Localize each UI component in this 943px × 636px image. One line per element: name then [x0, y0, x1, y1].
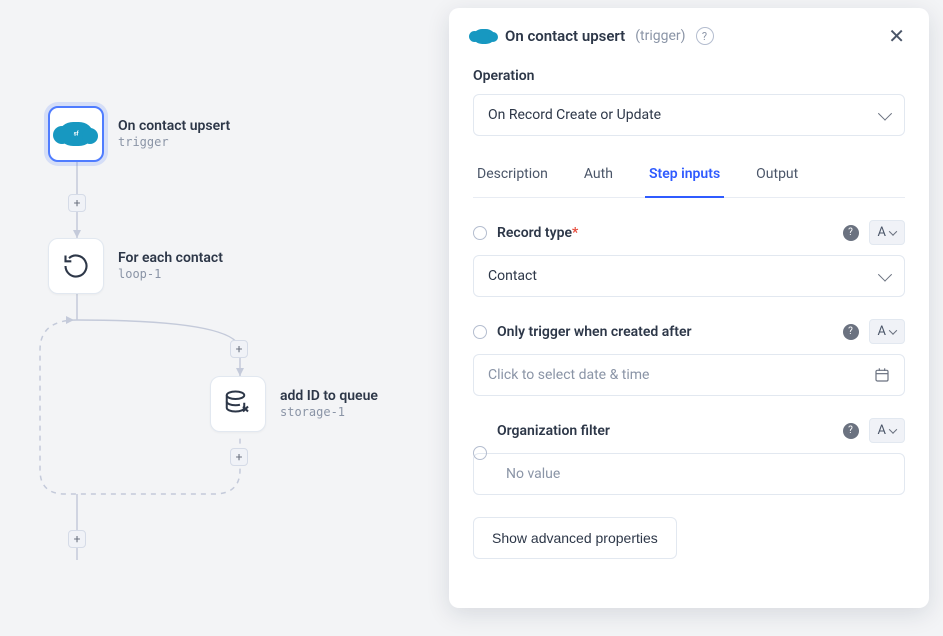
- date-placeholder: Click to select date & time: [488, 367, 649, 383]
- salesforce-icon: sf: [48, 106, 104, 162]
- node-label-group: For each contact loop-1: [118, 249, 223, 283]
- panel-header: On contact upsert (trigger) ? ✕: [449, 8, 929, 60]
- operation-select[interactable]: On Record Create or Update: [473, 94, 905, 136]
- record-type-select[interactable]: Contact: [473, 255, 905, 297]
- workflow-node-trigger[interactable]: sf On contact upsert trigger: [48, 106, 230, 162]
- salesforce-icon: [473, 29, 495, 44]
- storage-icon: [210, 376, 266, 432]
- panel-type-label: (trigger): [635, 28, 685, 44]
- operation-value: On Record Create or Update: [488, 107, 661, 123]
- chevron-down-icon: [889, 425, 897, 433]
- chevron-down-icon: [889, 227, 897, 235]
- type-toggle[interactable]: A: [869, 319, 905, 344]
- field-label: Only trigger when created after: [497, 324, 833, 340]
- node-label-group: add ID to queue storage-1: [280, 387, 378, 421]
- node-label-group: On contact upsert trigger: [118, 117, 230, 151]
- type-toggle[interactable]: A: [869, 220, 905, 245]
- record-type-value: Contact: [488, 268, 537, 284]
- step-config-panel: On contact upsert (trigger) ? ✕ Operatio…: [449, 8, 929, 608]
- tab-output[interactable]: Output: [752, 156, 802, 198]
- field-record-type: Record type* ? A Contact: [473, 220, 905, 297]
- node-subtitle: loop-1: [118, 267, 223, 283]
- help-icon[interactable]: ?: [696, 27, 714, 45]
- tab-bar: Description Auth Step inputs Output: [473, 156, 905, 198]
- field-radio[interactable]: [473, 446, 487, 460]
- chevron-down-icon: [878, 268, 892, 282]
- tab-step-inputs[interactable]: Step inputs: [645, 156, 724, 198]
- help-icon[interactable]: ?: [843, 324, 859, 340]
- operation-label: Operation: [473, 68, 905, 84]
- chevron-down-icon: [889, 326, 897, 334]
- node-title: add ID to queue: [280, 387, 378, 405]
- workflow-node-loop[interactable]: For each contact loop-1: [48, 238, 223, 294]
- show-advanced-button[interactable]: Show advanced properties: [473, 517, 677, 559]
- node-subtitle: trigger: [118, 135, 230, 151]
- field-created-after: Only trigger when created after ? A Clic…: [473, 319, 905, 396]
- field-radio[interactable]: [473, 226, 487, 240]
- workflow-node-storage[interactable]: add ID to queue storage-1: [210, 376, 378, 432]
- tab-description[interactable]: Description: [473, 156, 552, 198]
- chevron-down-icon: [878, 107, 892, 121]
- help-icon[interactable]: ?: [843, 225, 859, 241]
- field-radio[interactable]: [473, 325, 487, 339]
- field-label: Organization filter: [497, 423, 833, 439]
- node-subtitle: storage-1: [280, 405, 378, 421]
- field-label: Record type*: [497, 225, 833, 241]
- field-org-filter: Organization filter ? A No value: [473, 418, 905, 495]
- calendar-icon: [874, 367, 890, 383]
- add-step-button[interactable]: +: [68, 194, 86, 212]
- add-step-button[interactable]: +: [68, 530, 86, 548]
- org-filter-placeholder: No value: [506, 466, 560, 482]
- date-picker-input[interactable]: Click to select date & time: [473, 354, 905, 396]
- loop-icon: [48, 238, 104, 294]
- org-filter-input[interactable]: No value: [473, 453, 905, 495]
- panel-title: On contact upsert: [505, 27, 625, 45]
- add-step-button[interactable]: +: [230, 340, 248, 358]
- add-step-button[interactable]: +: [230, 448, 248, 466]
- tab-auth[interactable]: Auth: [580, 156, 617, 198]
- help-icon[interactable]: ?: [843, 423, 859, 439]
- node-title: For each contact: [118, 249, 223, 267]
- node-title: On contact upsert: [118, 117, 230, 135]
- close-icon[interactable]: ✕: [888, 26, 905, 46]
- type-toggle[interactable]: A: [869, 418, 905, 443]
